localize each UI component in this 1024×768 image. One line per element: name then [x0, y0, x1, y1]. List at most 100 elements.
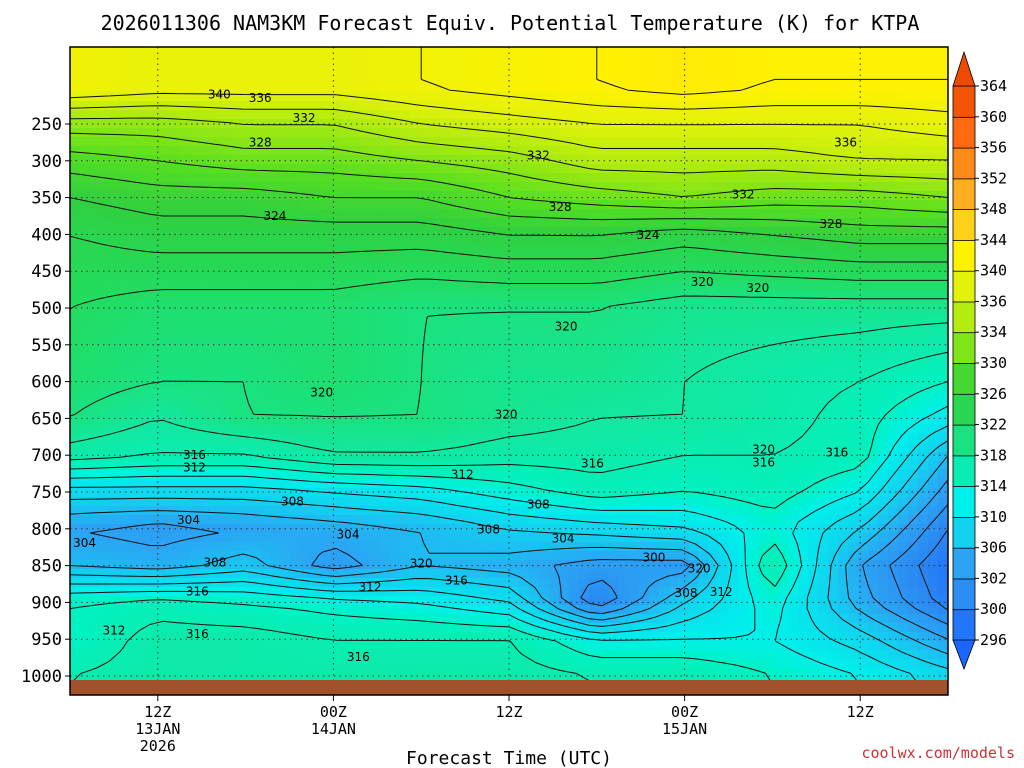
- heat-cell: [229, 83, 241, 93]
- heat-cell: [848, 416, 859, 426]
- heat-cell: [289, 47, 301, 57]
- heat-cell: [568, 272, 580, 282]
- heat-cell: [798, 47, 809, 57]
- heat-cell: [868, 371, 879, 381]
- heat-cell: [429, 389, 440, 399]
- heat-cell: [678, 263, 690, 273]
- heat-cell: [608, 407, 620, 417]
- heat-cell: [758, 182, 770, 192]
- heat-cell: [858, 317, 869, 327]
- heat-cell: [858, 416, 869, 426]
- heat-cell: [848, 272, 859, 282]
- heat-cell: [908, 263, 919, 273]
- heat-cell: [369, 74, 380, 84]
- heat-cell: [349, 335, 360, 345]
- heat-cell: [638, 47, 650, 57]
- heat-cell: [718, 290, 730, 300]
- heat-cell: [459, 128, 470, 138]
- heat-cell: [449, 425, 460, 435]
- heat-cell: [299, 173, 311, 183]
- heat-cell: [209, 335, 221, 345]
- heat-cell: [788, 434, 799, 444]
- heat-cell: [558, 83, 570, 93]
- heat-cell: [99, 281, 111, 291]
- heat-cell: [439, 497, 450, 507]
- heat-cell: [409, 443, 420, 453]
- heat-cell: [718, 461, 730, 471]
- heat-cell: [249, 443, 261, 453]
- heat-cell: [788, 182, 799, 192]
- heat-cell: [399, 515, 410, 525]
- heat-cell: [119, 173, 131, 183]
- heat-cell: [449, 56, 460, 66]
- heat-cell: [309, 506, 321, 516]
- heat-cell: [409, 362, 420, 372]
- heat-cell: [588, 218, 600, 228]
- heat-cell: [768, 344, 779, 354]
- heat-cell: [99, 56, 111, 66]
- heat-cell: [558, 479, 570, 489]
- heat-cell: [329, 218, 340, 228]
- heat-cell: [798, 335, 809, 345]
- heat-cell: [409, 173, 420, 183]
- heat-cell: [119, 398, 131, 408]
- heat-cell: [479, 335, 490, 345]
- heat-cell: [608, 389, 620, 399]
- heat-cell: [389, 533, 400, 543]
- heat-cell: [758, 65, 770, 75]
- heat-cell: [389, 92, 400, 102]
- heat-cell: [179, 326, 191, 336]
- heat-cell: [259, 254, 271, 264]
- heat-cell: [119, 74, 131, 84]
- heat-cell: [279, 200, 291, 210]
- heat-cell: [309, 227, 321, 237]
- heat-cell: [79, 227, 91, 237]
- heat-cell: [249, 488, 261, 498]
- heat-cell: [588, 128, 600, 138]
- heat-cell: [399, 533, 410, 543]
- heat-cell: [149, 47, 161, 57]
- heat-cell: [489, 56, 500, 66]
- heat-cell: [379, 236, 390, 246]
- heat-cell: [788, 47, 799, 57]
- heat-cell: [319, 290, 331, 300]
- heat-cell: [499, 92, 510, 102]
- heat-cell: [89, 83, 101, 93]
- heat-cell: [558, 74, 570, 84]
- heat-cell: [918, 452, 929, 462]
- heat-cell: [908, 245, 919, 255]
- heat-cell: [229, 335, 241, 345]
- heat-cell: [888, 416, 899, 426]
- heat-cell: [239, 56, 251, 66]
- heat-cell: [678, 146, 690, 156]
- heat-cell: [818, 335, 829, 345]
- heat-cell: [648, 425, 660, 435]
- heat-cell: [888, 425, 899, 435]
- heat-cell: [858, 191, 869, 201]
- heat-cell: [249, 416, 261, 426]
- heat-cell: [568, 110, 580, 120]
- heat-cell: [109, 254, 121, 264]
- heat-cell: [239, 236, 251, 246]
- heat-cell: [399, 344, 410, 354]
- heat-cell: [698, 92, 710, 102]
- heat-cell: [798, 245, 809, 255]
- heat-cell: [758, 335, 770, 345]
- heat-cell: [518, 425, 530, 435]
- heat-cell: [898, 110, 909, 120]
- heat-cell: [658, 164, 670, 174]
- heat-cell: [89, 272, 101, 282]
- heat-cell: [329, 551, 340, 561]
- heat-cell: [229, 407, 241, 417]
- heat-cell: [129, 47, 141, 57]
- heat-cell: [399, 164, 410, 174]
- heat-cell: [279, 137, 291, 147]
- heat-cell: [70, 236, 81, 246]
- heat-cell: [528, 479, 540, 489]
- heat-cell: [109, 344, 121, 354]
- heat-cell: [558, 425, 570, 435]
- heat-cell: [528, 389, 540, 399]
- heat-cell: [359, 236, 370, 246]
- heat-cell: [848, 515, 859, 525]
- heat-cell: [379, 389, 390, 399]
